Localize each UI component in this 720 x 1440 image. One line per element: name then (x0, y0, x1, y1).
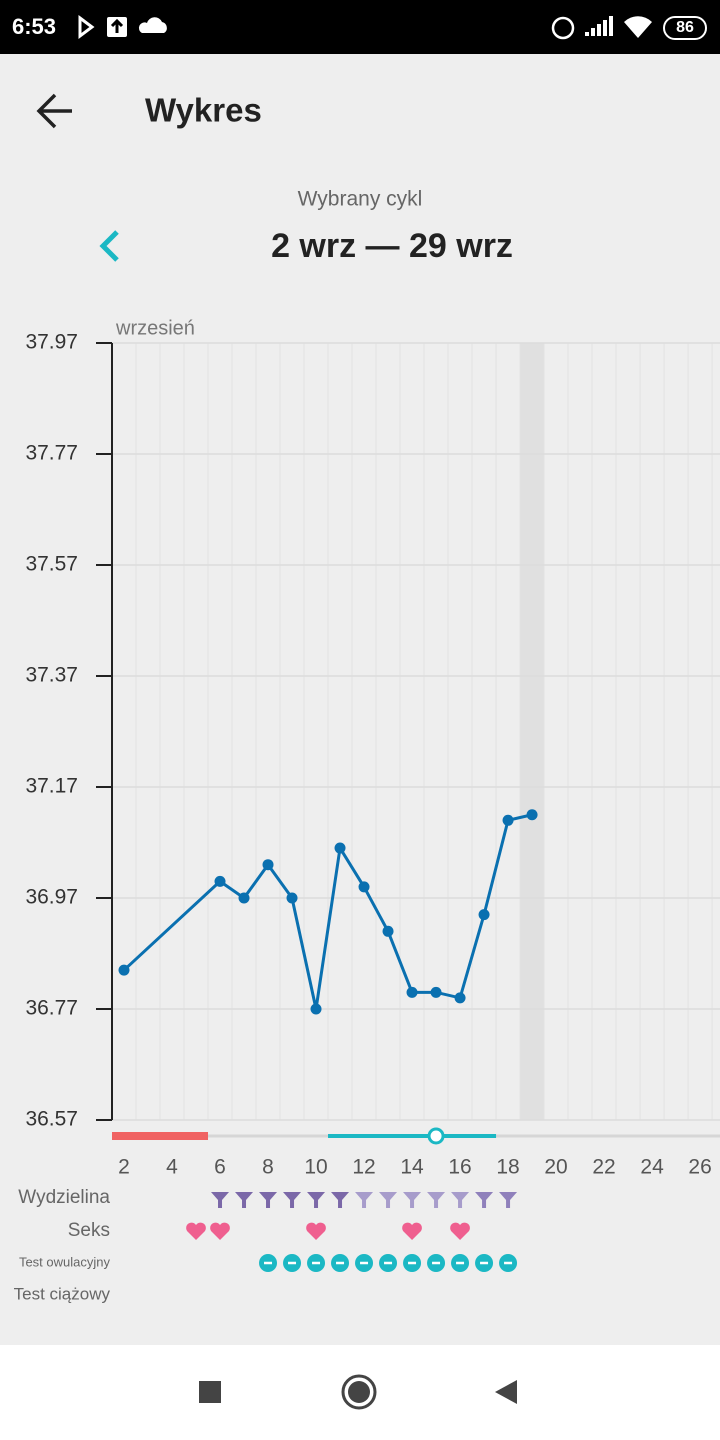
previous-cycle[interactable] (99, 230, 119, 262)
x-tick-label: 6 (214, 1156, 226, 1179)
tracking-label: Test ciążowy (14, 1284, 111, 1303)
back-button[interactable] (36, 93, 72, 129)
nav-home[interactable] (341, 1374, 377, 1410)
nav-recents[interactable] (199, 1381, 221, 1403)
plot-area (112, 343, 720, 1120)
sex-icon (450, 1222, 470, 1240)
nav-back[interactable] (495, 1380, 517, 1404)
tracking-label: Test owulacyjny (19, 1254, 111, 1269)
y-tick-label: 37.17 (25, 775, 78, 798)
y-tick-label: 37.97 (25, 331, 78, 354)
discharge-icon (211, 1192, 230, 1208)
temperature-point (358, 881, 370, 893)
discharge-icon (235, 1192, 254, 1208)
temperature-point (334, 842, 346, 854)
x-tick-label: 2 (118, 1156, 130, 1179)
sex-icon (210, 1222, 230, 1240)
cycle-label: Wybrany cykl (298, 188, 423, 211)
cycle-range: 2 wrz — 29 wrz (271, 227, 513, 265)
x-tick-label: 26 (688, 1156, 711, 1179)
y-tick-label: 36.97 (25, 886, 78, 909)
discharge-icon (451, 1192, 470, 1208)
x-tick-label: 14 (400, 1156, 424, 1179)
x-tick-label: 22 (592, 1156, 615, 1179)
tracking-label: Seks (68, 1220, 110, 1241)
temperature-point (118, 964, 130, 976)
status-alarm (551, 16, 575, 40)
nav-home-dot (348, 1381, 370, 1403)
discharge-icon (307, 1192, 326, 1208)
y-tick-label: 36.57 (25, 1108, 78, 1131)
month-label: wrzesień (115, 317, 195, 339)
temperature-point (238, 892, 250, 904)
y-tick-label: 36.77 (25, 997, 78, 1020)
today-band (520, 343, 545, 1120)
temperature-point (262, 859, 274, 871)
temperature-point (214, 875, 226, 887)
discharge-icon (259, 1192, 278, 1208)
status-icon (110, 18, 124, 33)
y-tick-label: 37.77 (25, 442, 78, 465)
discharge-icon (379, 1192, 398, 1208)
x-tick-label: 18 (496, 1156, 519, 1179)
x-tick-label: 4 (166, 1156, 178, 1179)
x-tick-label: 24 (640, 1156, 664, 1179)
battery-level: 86 (676, 19, 694, 36)
x-tick-label: 10 (304, 1156, 327, 1179)
status-icon (78, 15, 95, 39)
discharge-icon (475, 1192, 494, 1208)
discharge-icon (427, 1192, 446, 1208)
status-wifi (624, 16, 652, 38)
y-tick-label: 37.57 (25, 553, 78, 576)
chart: wrzesień 36.57 36.77 36.97 37.17 37.37 37.57 3… (14, 317, 720, 1303)
ovulation-marker (427, 1127, 445, 1145)
temperature-point (310, 1003, 322, 1015)
status-icon (138, 17, 167, 33)
temperature-point (382, 925, 394, 937)
temperature-point (502, 814, 514, 826)
fertile-bar (328, 1134, 497, 1138)
sex-icon (186, 1222, 206, 1240)
discharge-icon (283, 1192, 302, 1208)
discharge-icon (499, 1192, 518, 1208)
discharge-icon (403, 1192, 422, 1208)
temperature-point (406, 986, 418, 998)
battery (663, 16, 707, 40)
screen-title: Wykres (145, 92, 262, 129)
x-tick-label: 12 (352, 1156, 375, 1179)
x-tick-label: 8 (262, 1156, 274, 1179)
tracking-label: Wydzielina (18, 1187, 110, 1208)
x-tick-label: 20 (544, 1156, 567, 1179)
temperature-point (526, 809, 538, 821)
temperature-point (478, 909, 490, 921)
period-bar (112, 1132, 209, 1140)
status-time: 6:53 (12, 14, 56, 39)
status-signal (585, 16, 613, 36)
x-tick-label: 16 (448, 1156, 471, 1179)
y-tick-label: 37.37 (25, 664, 78, 687)
temperature-point (286, 892, 298, 904)
sex-icon (402, 1222, 422, 1240)
discharge-icon (331, 1192, 350, 1208)
sex-icon (306, 1222, 326, 1240)
temperature-point (430, 986, 442, 998)
discharge-icon (355, 1192, 374, 1208)
temperature-point (454, 992, 466, 1004)
